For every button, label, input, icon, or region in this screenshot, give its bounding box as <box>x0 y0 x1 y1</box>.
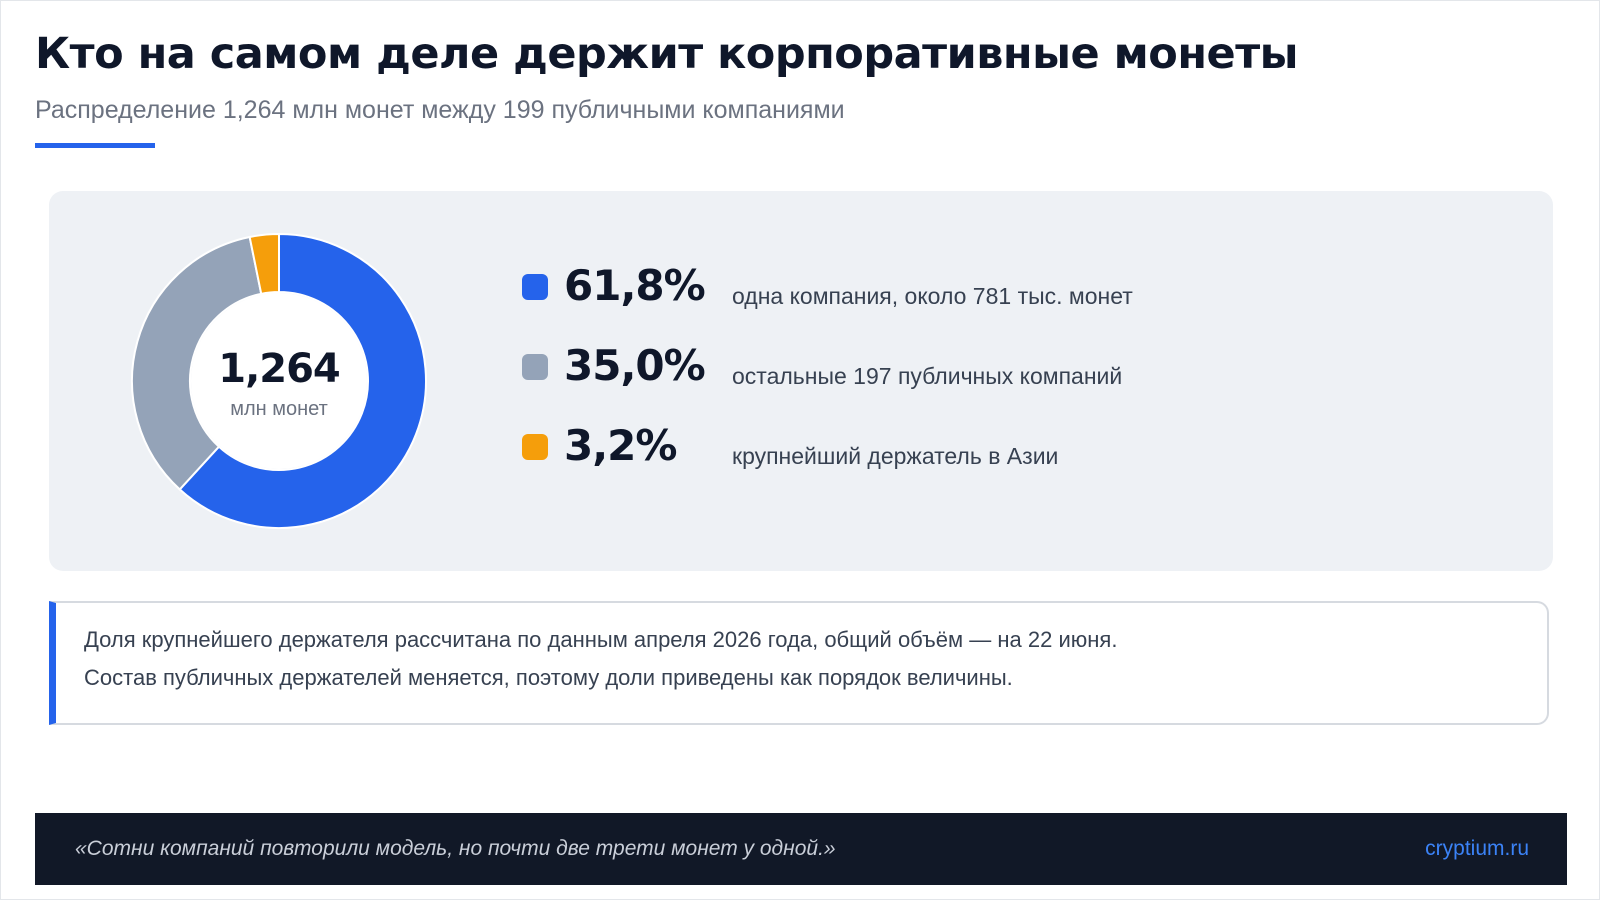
legend-percent: 35,0% <box>564 341 706 390</box>
legend-label: крупнейший держатель в Азии <box>732 443 1059 469</box>
note-line: Доля крупнейшего держателя рассчитана по… <box>84 627 1118 652</box>
donut-chart <box>131 232 427 529</box>
donut-center-value: 1,264 <box>218 346 341 392</box>
title-accent-bar <box>35 143 155 148</box>
donut-slice <box>131 235 263 491</box>
legend-swatch <box>522 434 548 460</box>
legend-label: одна компания, около 781 тыс. монет <box>732 283 1133 309</box>
legend-item: 61,8% одна компания, около 781 тыс. моне… <box>522 261 1522 341</box>
legend-percent: 3,2% <box>564 421 677 470</box>
note-line: Состав публичных держателей меняется, по… <box>84 665 1013 690</box>
donut-center-unit: млн монет <box>230 398 328 420</box>
page-subtitle: Распределение 1,264 млн монет между 199 … <box>35 96 845 124</box>
methodology-note: Доля крупнейшего держателя рассчитана по… <box>49 601 1549 725</box>
legend-item: 35,0% остальные 197 публичных компаний <box>522 341 1522 421</box>
legend-label: остальные 197 публичных компаний <box>732 363 1123 389</box>
page-title: Кто на самом деле держит корпоративные м… <box>35 29 1299 79</box>
footer-site-link[interactable]: cryptium.ru <box>1425 837 1529 860</box>
chart-legend: 61,8% одна компания, около 781 тыс. моне… <box>522 261 1522 501</box>
legend-item: 3,2% крупнейший держатель в Азии <box>522 421 1522 501</box>
footer-quote: «Сотни компаний повторили модель, но поч… <box>75 837 836 860</box>
donut-hole <box>191 293 367 469</box>
chart-panel: 1,264 млн монет 61,8% одна компания, око… <box>49 191 1553 571</box>
legend-swatch <box>522 354 548 380</box>
footer-bar: «Сотни компаний повторили модель, но поч… <box>35 813 1567 885</box>
donut-slice <box>178 232 427 529</box>
legend-percent: 61,8% <box>564 261 706 310</box>
legend-swatch <box>522 274 548 300</box>
donut-slice <box>248 232 280 295</box>
